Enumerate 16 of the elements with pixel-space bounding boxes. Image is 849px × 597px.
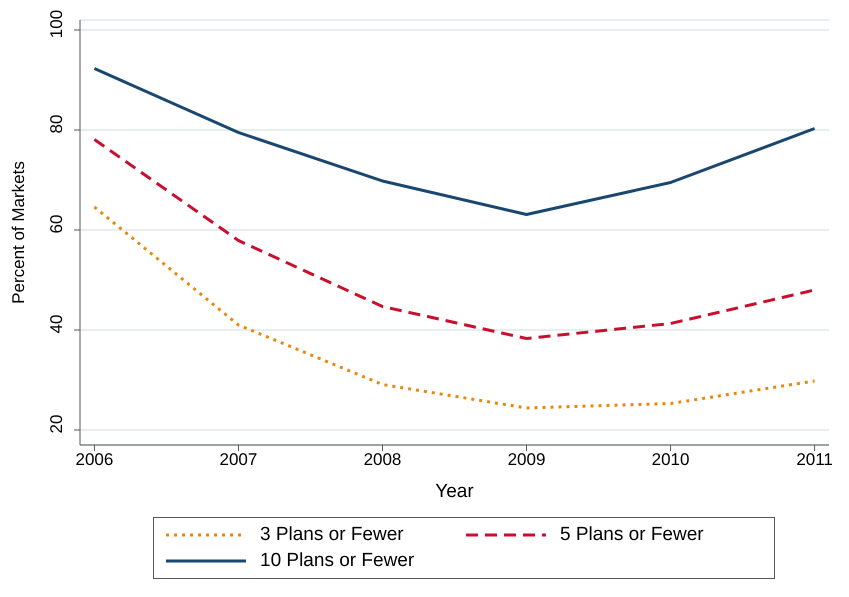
y-tick-label: 100: [47, 10, 66, 38]
x-tick-label: 2009: [508, 450, 546, 470]
legend-label: 5 Plans or Fewer: [560, 524, 704, 546]
x-tick-label: 2010: [652, 450, 690, 470]
x-tick-label: 2008: [364, 450, 402, 470]
x-tick-label: 2007: [220, 450, 258, 470]
x-tick-label: 2006: [75, 450, 114, 470]
y-axis-title: Percent of Markets: [9, 161, 28, 304]
legend-label: 10 Plans or Fewer: [260, 550, 414, 572]
y-tick-label: 20: [47, 414, 66, 434]
y-tick-label: 80: [47, 114, 66, 134]
x-tick-label: 2011: [796, 450, 833, 470]
y-tick-label: 60: [47, 214, 66, 234]
y-tick-label: 40: [47, 314, 66, 334]
legend-label: 3 Plans or Fewer: [260, 524, 404, 546]
x-axis-title: Year: [435, 481, 474, 502]
